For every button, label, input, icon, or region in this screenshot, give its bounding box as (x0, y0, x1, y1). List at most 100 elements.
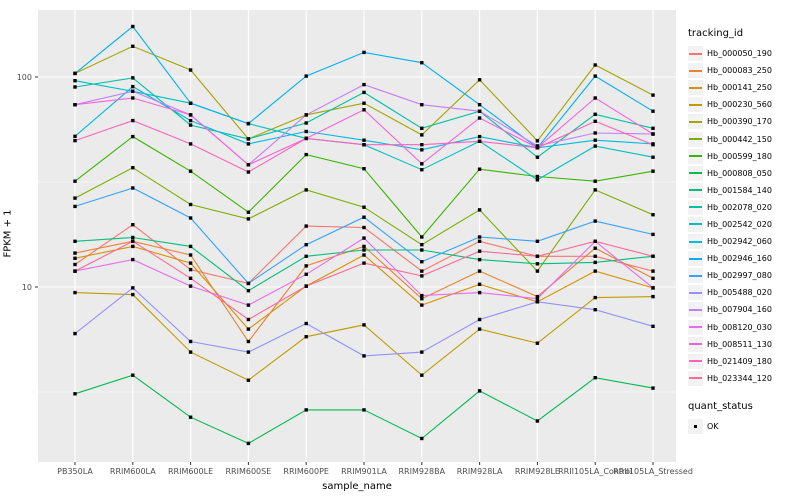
data-point (651, 155, 655, 159)
data-point (651, 286, 655, 290)
legend-item-label: Hb_000442_150 (707, 134, 772, 144)
data-point (593, 179, 597, 183)
data-point (73, 204, 77, 209)
data-point (362, 225, 366, 230)
legend-item-Hb_000230_560: Hb_000230_560 (688, 96, 800, 113)
legend-item-label: Hb_000390_170 (707, 117, 772, 127)
data-point (362, 143, 366, 147)
legend-key-line-icon (689, 86, 702, 89)
legend-item-Hb_008120_030: Hb_008120_030 (688, 319, 800, 336)
legend-key-swatch (688, 302, 703, 318)
data-point (73, 79, 77, 83)
legend-key-line-icon (689, 223, 702, 226)
legend-item-Hb_005488_020: Hb_005488_020 (688, 284, 800, 301)
legend-item-Hb_023344_120: Hb_023344_120 (688, 370, 800, 387)
legend-key-swatch (688, 165, 703, 181)
data-point (73, 138, 77, 143)
data-point (188, 253, 193, 257)
data-point (131, 239, 135, 243)
x-tick-label: RRIM600SE (226, 467, 272, 476)
legend-item-Hb_001584_140: Hb_001584_140 (688, 182, 800, 199)
data-point (651, 109, 655, 113)
data-point (593, 246, 597, 250)
data-point (131, 134, 135, 139)
legend-item-Hb_000050_190: Hb_000050_190 (688, 45, 800, 62)
data-point (304, 136, 308, 141)
data-point (477, 78, 482, 82)
legend-key-line-icon (689, 206, 702, 209)
legend-item-label: Hb_000230_560 (707, 100, 772, 110)
data-point (131, 292, 135, 297)
data-point (188, 261, 193, 265)
data-point (188, 350, 193, 354)
data-point (420, 297, 424, 301)
legend-key-line-icon (689, 274, 702, 277)
legend-key-swatch (688, 370, 703, 386)
data-point (362, 167, 366, 171)
data-point (535, 294, 540, 299)
data-point (304, 335, 308, 339)
data-point (593, 74, 597, 78)
data-point (477, 139, 482, 143)
data-point (535, 419, 540, 423)
data-point (73, 85, 77, 89)
data-point (362, 236, 366, 240)
data-point (651, 169, 655, 173)
data-point (73, 256, 77, 260)
data-point (593, 131, 597, 135)
legend-item-label: Hb_005488_020 (707, 288, 772, 298)
data-point (535, 174, 540, 179)
legend-item-Hb_002078_020: Hb_002078_020 (688, 199, 800, 216)
data-point (651, 254, 655, 258)
data-point (651, 213, 655, 217)
data-point (304, 74, 308, 78)
data-point (188, 339, 193, 344)
data-point (362, 50, 366, 55)
legend-key-line-icon (689, 52, 702, 55)
data-point (362, 248, 366, 252)
data-point (73, 179, 77, 183)
data-point (131, 223, 135, 227)
x-axis-title: sample_name (322, 481, 392, 492)
data-point (362, 138, 366, 142)
data-point (246, 317, 251, 322)
data-point (477, 257, 482, 262)
y-axis-title: FPKM + 1 (2, 209, 14, 258)
data-point (304, 284, 308, 288)
data-point (477, 109, 482, 113)
legend-item-Hb_000390_170: Hb_000390_170 (688, 113, 800, 130)
legend-item-label: Hb_008120_030 (707, 322, 772, 332)
data-point (477, 269, 482, 273)
x-tick-label: RRIM600LA (110, 467, 156, 476)
legend-key-swatch (688, 216, 703, 232)
data-point (304, 129, 308, 134)
data-point (477, 167, 482, 171)
legend-item-label: Hb_002942_060 (707, 237, 772, 247)
x-tick-label: RRIM928BA (398, 467, 445, 476)
data-point (593, 295, 597, 300)
data-point (304, 243, 308, 247)
data-point (131, 286, 135, 290)
data-point (362, 253, 366, 257)
data-point (188, 267, 193, 272)
data-point (477, 327, 482, 331)
data-point (188, 169, 193, 173)
data-point (188, 68, 193, 72)
legend-key-swatch (688, 97, 703, 113)
legend-item-label: Hb_002997_080 (707, 271, 772, 281)
data-point (651, 126, 655, 130)
data-point (362, 101, 366, 105)
data-point (535, 341, 540, 345)
legend-item-label: Hb_000808_050 (707, 168, 772, 178)
y-tick-label: 100 (17, 73, 32, 82)
data-point (477, 282, 482, 286)
data-point (131, 235, 135, 240)
data-point (246, 441, 251, 446)
data-point (420, 293, 424, 298)
legend-item-Hb_000808_050: Hb_000808_050 (688, 165, 800, 182)
data-point (593, 138, 597, 142)
data-point (362, 244, 366, 249)
legend-item-Hb_002946_160: Hb_002946_160 (688, 250, 800, 267)
legend-item-Hb_008511_130: Hb_008511_130 (688, 336, 800, 353)
